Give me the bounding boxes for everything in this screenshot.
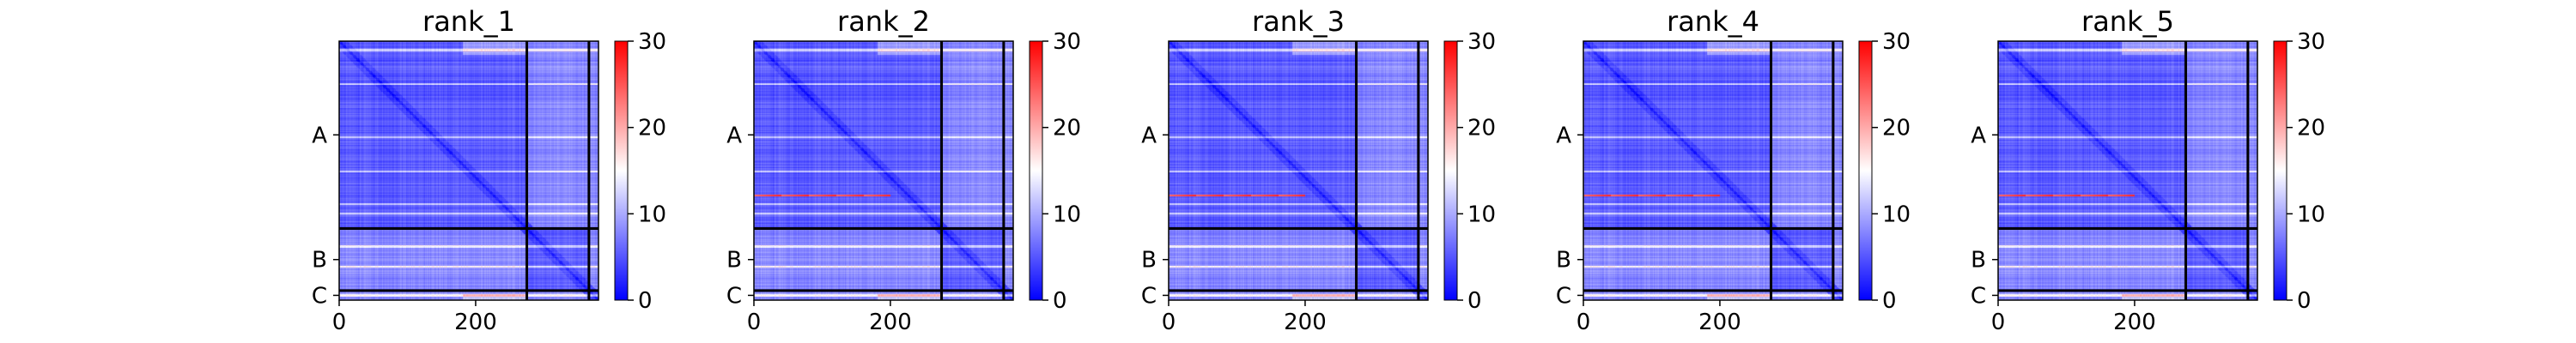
x-tick-label: 0 — [1991, 310, 2006, 335]
plot-frame — [753, 40, 1014, 301]
colorbar-tick-label: 0 — [1882, 288, 1897, 314]
colorbar-tick-label: 20 — [1882, 116, 1911, 141]
panel-title: rank_2 — [837, 5, 930, 38]
x-tick-label: 200 — [1284, 310, 1327, 335]
x-tick-label: 0 — [747, 310, 762, 335]
colorbar-tick-label: 20 — [638, 116, 666, 141]
colorbar-tick-label: 30 — [1467, 29, 1496, 55]
panel-title: rank_1 — [422, 5, 515, 38]
colorbar-tick-label: 30 — [1882, 29, 1911, 55]
chain-label: A — [1556, 123, 1571, 148]
chain-label: C — [312, 283, 327, 309]
colorbar-tick-label: 0 — [2297, 288, 2312, 314]
pae-heatmap — [339, 41, 598, 300]
colorbar — [1029, 40, 1043, 301]
panel-title: rank_3 — [1252, 5, 1345, 38]
chain-label: A — [1971, 123, 1986, 148]
colorbar — [1858, 40, 1873, 301]
chain-label: C — [1971, 283, 1986, 309]
colorbar-tick-label: 20 — [1053, 116, 1081, 141]
pae-heatmap — [1583, 41, 1843, 300]
colorbar-tick-label: 20 — [2297, 116, 2325, 141]
plot-frame — [1997, 40, 2258, 301]
colorbar-tick-label: 30 — [2297, 29, 2325, 55]
x-tick-label: 200 — [2113, 310, 2156, 335]
colorbar-tick-label: 20 — [1467, 116, 1496, 141]
pae-heatmap — [754, 41, 1013, 300]
pae-heatmap — [1169, 41, 1428, 300]
panel-title: rank_5 — [2081, 5, 2174, 38]
chain-label: B — [1141, 248, 1157, 274]
chain-label: C — [726, 283, 742, 309]
colorbar-tick-label: 10 — [1053, 202, 1081, 227]
chain-label: C — [1556, 283, 1571, 309]
x-tick-label: 200 — [869, 310, 912, 335]
chain-label: A — [312, 123, 327, 148]
chain-label: B — [1971, 248, 1986, 274]
colorbar — [614, 40, 629, 301]
panel-title: rank_4 — [1667, 5, 1759, 38]
pae-heatmap — [1998, 41, 2257, 300]
colorbar-tick-label: 0 — [1053, 288, 1067, 314]
colorbar-tick-label: 10 — [638, 202, 666, 227]
chain-label: B — [1556, 248, 1571, 274]
chain-label: C — [1141, 283, 1157, 309]
chain-label: A — [1141, 123, 1157, 148]
x-tick-label: 0 — [1162, 310, 1176, 335]
colorbar-tick-label: 10 — [1882, 202, 1911, 227]
colorbar — [1443, 40, 1458, 301]
colorbar-tick-label: 10 — [1467, 202, 1496, 227]
plot-frame — [1583, 40, 1844, 301]
plot-frame — [1168, 40, 1429, 301]
x-tick-label: 200 — [454, 310, 497, 335]
chain-label: B — [312, 248, 327, 274]
colorbar-tick-label: 30 — [638, 29, 666, 55]
x-tick-label: 0 — [1577, 310, 1591, 335]
chain-label: A — [726, 123, 742, 148]
x-tick-label: 0 — [332, 310, 347, 335]
colorbar-tick-label: 30 — [1053, 29, 1081, 55]
colorbar-tick-label: 0 — [638, 288, 653, 314]
colorbar-tick-label: 10 — [2297, 202, 2325, 227]
chain-label: B — [726, 248, 742, 274]
colorbar-tick-label: 0 — [1467, 288, 1482, 314]
colorbar — [2273, 40, 2287, 301]
x-tick-label: 200 — [1698, 310, 1741, 335]
plot-frame — [338, 40, 599, 301]
